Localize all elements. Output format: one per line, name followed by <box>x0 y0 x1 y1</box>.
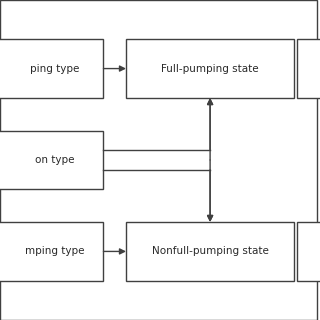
Text: ping type: ping type <box>30 64 80 74</box>
Bar <box>297 39 320 98</box>
Bar <box>0 222 103 281</box>
Bar <box>126 222 294 281</box>
Bar <box>297 222 320 281</box>
Bar <box>0 131 103 189</box>
Text: Full-pumping state: Full-pumping state <box>161 64 259 74</box>
Bar <box>0 39 103 98</box>
Bar <box>126 39 294 98</box>
Text: Nonfull-pumping state: Nonfull-pumping state <box>152 246 268 256</box>
Text: mping type: mping type <box>25 246 85 256</box>
Text: on type: on type <box>35 155 75 165</box>
